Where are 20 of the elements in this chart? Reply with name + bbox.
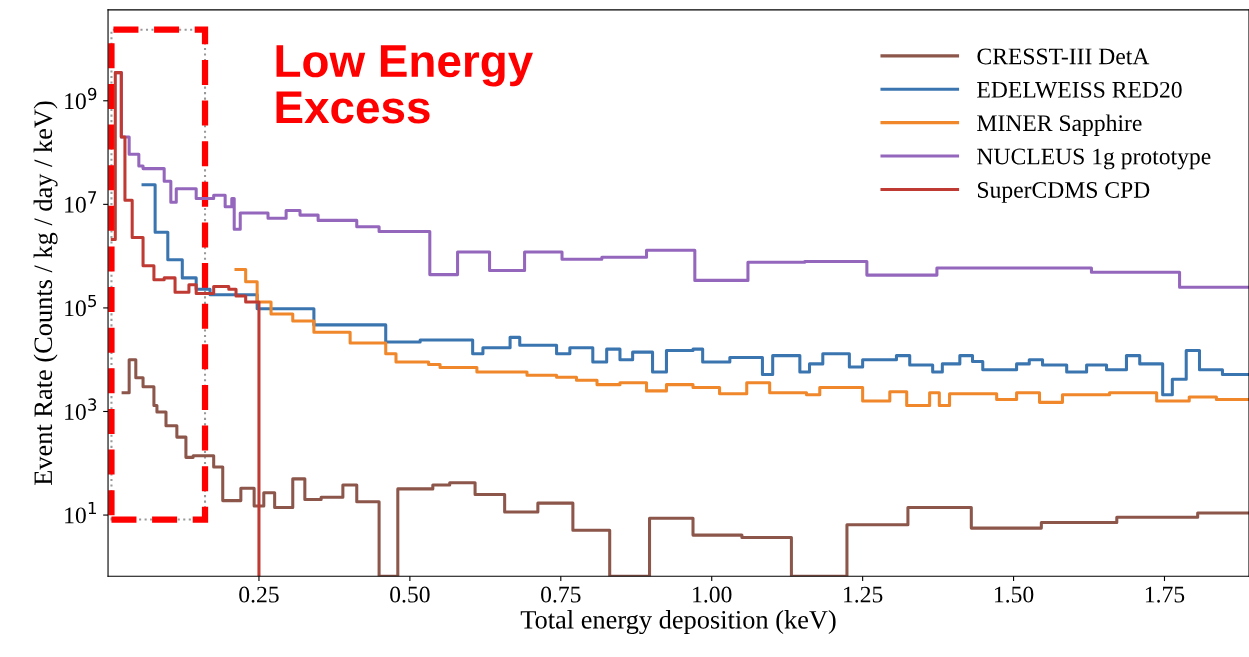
y-tick-label: 10$^{7}$: [65, 191, 97, 213]
x-tick-label: 0.75: [541, 586, 581, 603]
legend-label: CRESST-III DetA: [977, 48, 1150, 65]
y-axis-title: Event Rate (Counts / kg / day / keV): [33, 101, 58, 486]
x-tick-label: 0.50: [390, 586, 430, 603]
legend-label: EDELWEISS RED20: [977, 81, 1182, 98]
y-tick-label: 10$^{3}$: [65, 398, 97, 420]
x-tick-label: 1.25: [844, 586, 883, 603]
x-tick-label: 1.50: [994, 586, 1034, 603]
legend-label: MINER Sapphire: [977, 114, 1142, 136]
x-tick-label: 1.75: [1145, 586, 1185, 603]
x-tick-label: 0.25: [239, 586, 279, 603]
x-axis-title: Total energy deposition (keV): [520, 610, 836, 635]
legend-label: SuperCDMS CPD: [978, 182, 1150, 203]
y-tick-label: 10$^{5}$: [65, 294, 97, 317]
x-tick-label: 1.00: [693, 586, 732, 603]
annotation: Low Energy Excess: [276, 45, 533, 124]
y-tick-label: 10$^{1}$: [65, 502, 96, 524]
legend-label: NUCLEUS 1g prototype: [977, 148, 1211, 170]
y-tick-label: 10$^{9}$: [65, 87, 97, 110]
